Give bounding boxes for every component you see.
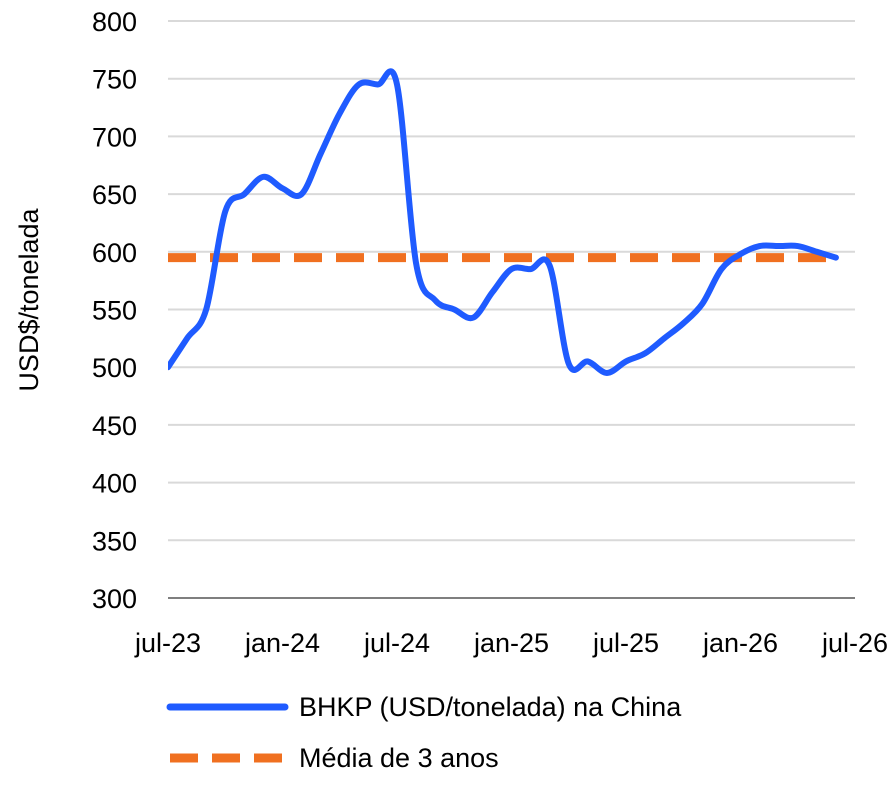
y-tick-label: 700: [92, 122, 137, 152]
x-tick-label: jul-23: [134, 628, 201, 658]
y-axis-ticks: 300 350 400 450 500 550 600 650 700 750 800: [92, 7, 137, 614]
x-axis-ticks: jul-23 jan-24 jul-24 jan-25 jul-25 jan-26 jul-…: [134, 628, 888, 658]
y-tick-label: 500: [92, 353, 137, 383]
x-tick-label: jan-26: [702, 628, 778, 658]
y-tick-label: 450: [92, 411, 137, 441]
y-tick-label: 800: [92, 7, 137, 37]
series-line-bhkp: [168, 68, 839, 376]
y-tick-label: 600: [92, 238, 137, 268]
y-tick-label: 350: [92, 526, 137, 556]
series-group: [168, 68, 839, 376]
x-tick-label: jan-25: [473, 628, 549, 658]
legend-item-average: Média de 3 anos: [170, 743, 499, 773]
y-tick-label: 650: [92, 180, 137, 210]
y-tick-label: 400: [92, 469, 137, 499]
y-tick-label: 300: [92, 584, 137, 614]
y-tick-label: 550: [92, 296, 137, 326]
x-tick-label: jul-26: [821, 628, 888, 658]
x-tick-label: jul-24: [363, 628, 430, 658]
grid-lines: [168, 20, 855, 542]
y-tick-label: 750: [92, 65, 137, 95]
legend-label: BHKP (USD/tonelada) na China: [299, 692, 682, 722]
y-axis-label: USD$/tonelada: [14, 207, 44, 391]
legend: BHKP (USD/tonelada) na China Média de 3 a…: [166, 692, 682, 773]
legend-item-bhkp: BHKP (USD/tonelada) na China: [166, 692, 682, 722]
x-tick-label: jan-24: [244, 628, 320, 658]
x-tick-label: jul-25: [592, 628, 659, 658]
legend-label: Média de 3 anos: [299, 743, 499, 773]
